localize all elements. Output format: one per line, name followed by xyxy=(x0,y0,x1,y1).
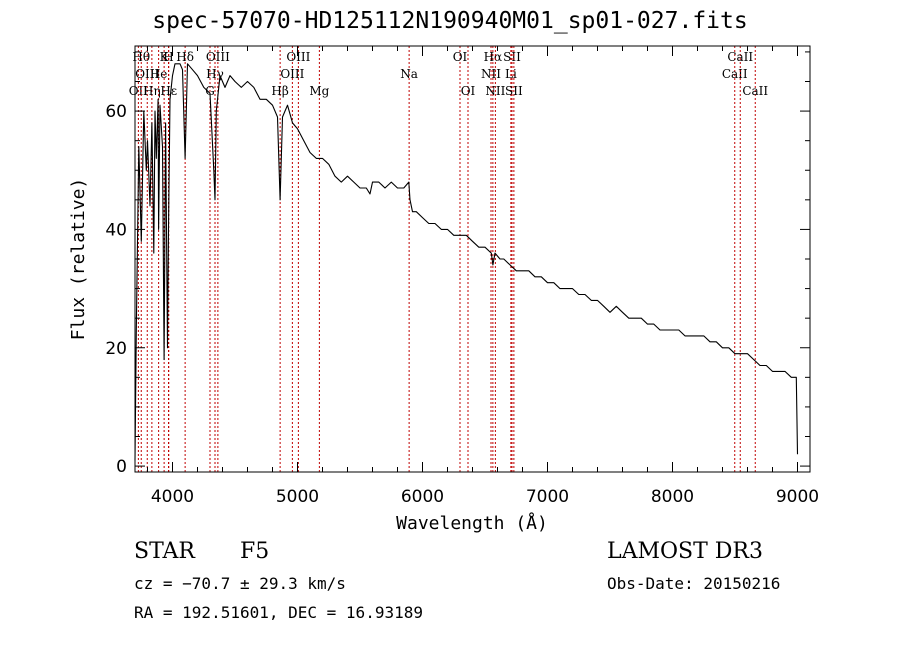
line-label-0: OII xyxy=(129,84,149,98)
redshift-label: cz = −70.7 ± 29.3 km/s xyxy=(134,574,346,593)
x-tick-label-4000: 4000 xyxy=(151,487,194,507)
y-tick-label-0: 0 xyxy=(116,457,127,477)
line-label-20: Hα xyxy=(484,50,503,64)
line-label-21: NII xyxy=(485,84,505,98)
coordinates-label: RA = 192.51601, DEC = 16.93189 xyxy=(134,603,423,622)
x-axis-label: Wavelength (Å) xyxy=(396,512,548,534)
line-label-12: Hβ xyxy=(271,84,288,98)
y-tick-label-40: 40 xyxy=(105,220,127,240)
line-label-14: OIII xyxy=(286,50,310,64)
line-label-11: OIII xyxy=(206,50,230,64)
spectral-line-markers: OIIHθOIIIHηHeKHHεHδGHγOIIIHβOIIIOIIIMgNa… xyxy=(129,46,768,472)
y-axis-label: Flux (relative) xyxy=(68,178,89,341)
line-label-4: He xyxy=(150,67,168,81)
line-label-26: CaII xyxy=(727,50,753,64)
obs-date-label: Obs-Date: 20150216 xyxy=(607,574,781,593)
line-label-13: OIII xyxy=(280,67,304,81)
class-label: STAR xyxy=(134,539,195,564)
line-label-5: K xyxy=(160,50,170,64)
line-label-15: Mg xyxy=(309,84,329,98)
line-label-18: OI xyxy=(461,84,476,98)
x-tick-label-6000: 6000 xyxy=(401,487,444,507)
line-label-25: CaII xyxy=(722,67,748,81)
line-label-23: SII xyxy=(503,50,521,64)
spectrum-series xyxy=(134,63,799,461)
series-line-spectrum xyxy=(134,63,799,461)
line-label-6: H xyxy=(163,50,173,64)
line-label-19: NII xyxy=(481,67,501,81)
plot-frame xyxy=(134,45,811,473)
y-tick-label-20: 20 xyxy=(105,339,127,359)
line-label-9: G xyxy=(205,84,215,98)
subclass-label: F5 xyxy=(240,539,270,564)
line-label-22: Li xyxy=(505,67,517,81)
chart-title: spec-57070-HD125112N190940M01_sp01-027.f… xyxy=(152,8,748,34)
line-label-8: Hδ xyxy=(176,50,194,64)
line-label-27: CaII xyxy=(742,84,768,98)
line-label-2: OIII xyxy=(135,67,159,81)
line-label-24: SII xyxy=(505,84,523,98)
x-tick-label-7000: 7000 xyxy=(526,487,569,507)
line-label-1: Hθ xyxy=(132,50,150,64)
y-tick-label-60: 60 xyxy=(105,102,127,122)
line-label-3: Hη xyxy=(143,84,161,98)
survey-label: LAMOST DR3 xyxy=(607,539,763,564)
axis-ticks: 4000 5000 6000 7000 8000 9000 0 20 40 60 xyxy=(105,46,819,507)
x-tick-label-8000: 8000 xyxy=(651,487,694,507)
line-label-7: Hε xyxy=(160,84,177,98)
x-tick-label-9000: 9000 xyxy=(776,487,819,507)
line-label-16: Na xyxy=(400,67,418,81)
x-tick-label-5000: 5000 xyxy=(276,487,319,507)
line-label-17: OI xyxy=(453,50,468,64)
